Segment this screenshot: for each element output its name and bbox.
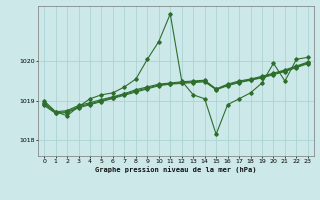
X-axis label: Graphe pression niveau de la mer (hPa): Graphe pression niveau de la mer (hPa) <box>95 166 257 173</box>
